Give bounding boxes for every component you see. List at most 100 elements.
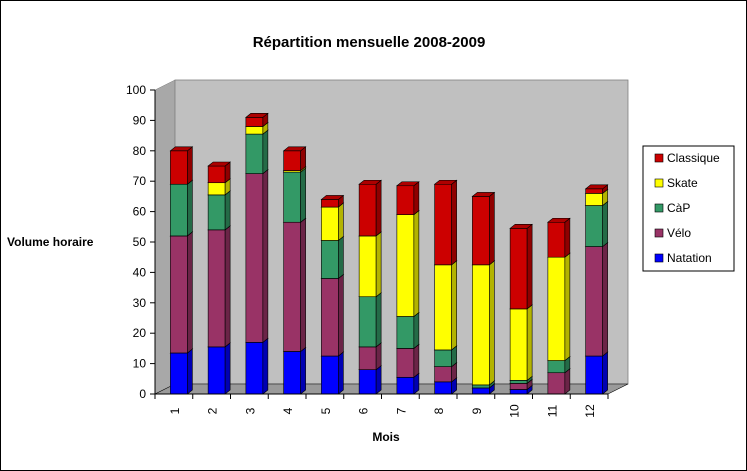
bar-front — [434, 264, 452, 351]
bar-front — [358, 183, 377, 237]
bar-front — [396, 316, 415, 349]
bar-segment — [471, 260, 496, 386]
bar-segment — [282, 167, 307, 223]
bar-side — [602, 351, 608, 395]
bar-segment — [207, 190, 231, 231]
x-tick-label: 3 — [243, 407, 257, 414]
y-tick-label: 60 — [133, 205, 147, 219]
bar-side — [262, 168, 269, 343]
y-tick-label: 20 — [133, 326, 147, 340]
bar-front — [509, 228, 528, 310]
x-tick-label: 5 — [319, 407, 333, 414]
bar-front — [358, 235, 377, 298]
bar-side — [413, 311, 420, 350]
bar-front — [207, 346, 226, 395]
bar-side — [602, 241, 608, 357]
bar-front — [170, 235, 188, 354]
bar-top — [471, 192, 496, 197]
bar-front — [509, 389, 528, 395]
bar-top — [245, 113, 269, 118]
legend-label: Vélo — [667, 226, 691, 240]
y-axis: 0 10 20 30 40 50 60 70 80 90 100 — [126, 83, 156, 401]
bar-front — [358, 296, 377, 348]
bars — [169, 112, 609, 395]
bar-front — [170, 183, 188, 237]
bar-side — [564, 217, 571, 258]
y-tick-label: 80 — [133, 144, 147, 158]
bar-front — [585, 246, 603, 357]
bar-front — [283, 221, 301, 352]
bar-front — [547, 360, 566, 374]
y-tick-label: 10 — [133, 357, 147, 371]
bar-segment — [358, 179, 382, 237]
bar-segment — [396, 181, 420, 216]
bar-side — [338, 351, 344, 395]
bar-side — [375, 365, 382, 395]
bar-segment — [207, 161, 231, 184]
bar-segment — [169, 179, 194, 237]
bar-front — [396, 376, 415, 395]
bar-segment — [320, 235, 345, 280]
bar-side — [187, 348, 193, 395]
bar-front — [547, 221, 566, 258]
bar-segment — [320, 202, 345, 242]
bar-front — [509, 380, 528, 384]
bar-front — [434, 381, 452, 395]
bar-side — [262, 337, 269, 395]
bar-side — [564, 368, 571, 395]
bar-front — [283, 351, 301, 395]
legend: Classique Skate CàP Vélo Natation — [642, 145, 735, 272]
bar-front — [585, 205, 603, 247]
bar-segment — [396, 311, 420, 350]
bar-side — [489, 260, 495, 386]
bar-segment — [169, 348, 194, 395]
bar-segment — [282, 146, 307, 172]
bar-segment — [433, 179, 458, 266]
bar-side — [187, 179, 193, 237]
bar-side — [413, 181, 420, 216]
x-tick-label: 11 — [545, 404, 559, 417]
bar-front — [358, 346, 377, 370]
bar-front — [434, 366, 452, 383]
bar-segment — [584, 241, 609, 357]
x-tick-label: 6 — [357, 407, 371, 414]
bar-top — [169, 146, 194, 152]
chart-title: Répartition mensuelle 2008-2009 — [253, 34, 486, 51]
bar-segment — [396, 210, 420, 318]
bar-front — [321, 199, 339, 208]
bar-front — [509, 308, 528, 381]
bar-front — [396, 185, 415, 215]
legend-swatch — [654, 228, 664, 238]
bar-side — [375, 231, 382, 298]
bar-segment — [509, 304, 533, 381]
legend-swatch — [654, 253, 664, 263]
bar-segment — [320, 273, 345, 357]
bar-top — [584, 184, 609, 190]
bar-top — [358, 179, 382, 185]
bar-front — [207, 194, 226, 231]
bar-front — [245, 126, 264, 135]
bar-front — [472, 264, 490, 386]
x-tick-label: 10 — [508, 404, 522, 418]
bar-side — [338, 202, 344, 242]
bar-front — [321, 240, 339, 279]
bar-front — [396, 348, 415, 378]
x-axis-title: Mois — [372, 430, 400, 444]
legend-label: Classique — [667, 151, 720, 165]
legend-swatch — [654, 203, 664, 213]
bar-segment — [245, 168, 269, 343]
y-tick-label: 30 — [133, 296, 147, 310]
bar-front — [547, 256, 566, 361]
bar-segment — [358, 231, 382, 298]
bar-side — [300, 217, 306, 353]
bar-segment — [169, 231, 194, 354]
x-tick-label: 4 — [281, 407, 295, 414]
bar-segment — [396, 343, 420, 378]
bar-side — [224, 190, 231, 231]
bar-front — [585, 355, 603, 395]
x-axis: 1 2 3 4 5 6 7 8 9 10 11 12 — [154, 393, 609, 418]
bar-top — [396, 181, 420, 187]
legend-label: Natation — [667, 251, 712, 265]
bar-top — [207, 161, 231, 167]
